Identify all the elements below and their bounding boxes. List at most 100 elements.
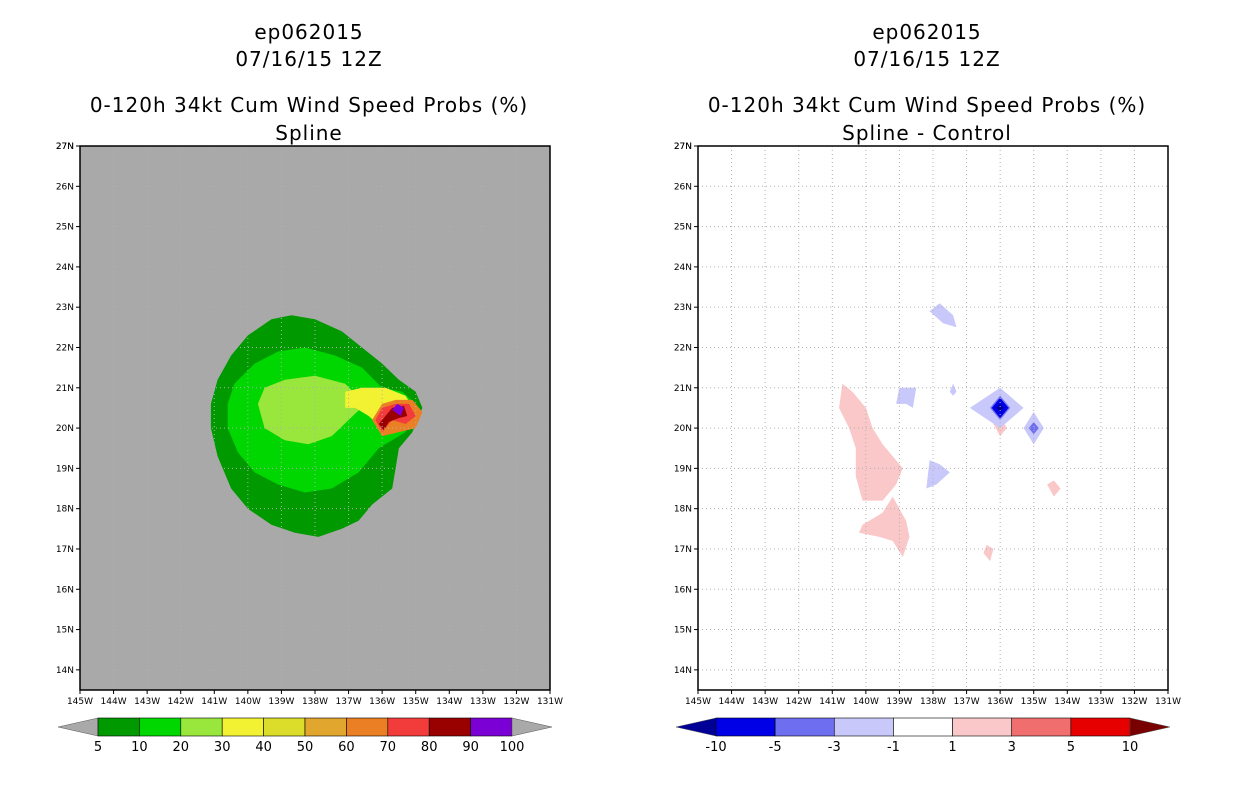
y-tick-label: 18N (56, 505, 74, 515)
y-tick-label: 25N (56, 223, 74, 233)
right-panel: ep062015 07/16/15 12Z 0-120h 34kt Cum Wi… (618, 0, 1236, 800)
y-tick-label: 26N (56, 182, 74, 192)
y-tick-label: 24N (674, 263, 692, 273)
colorbar-label: 40 (255, 740, 272, 755)
contour-region-neg10 (996, 403, 1004, 412)
colorbar-under-arrow (675, 717, 717, 737)
colorbar-label: -1 (887, 740, 900, 755)
x-tick-label: 131W (537, 697, 563, 707)
chart-title: 0-120h 34kt Cum Wind Speed Probs (%) (707, 93, 1147, 117)
y-tick-label: 14N (56, 666, 74, 676)
y-tick-label: 17N (674, 545, 692, 555)
colorbar-swatch (263, 717, 306, 737)
x-tick-label: 142W (168, 697, 194, 707)
contour-region-neg1 (949, 383, 957, 396)
contour-region-neg1 (896, 387, 917, 408)
case-id: ep062015 (254, 20, 364, 44)
colorbar-swatch (97, 717, 140, 737)
chart-title: 0-120h 34kt Cum Wind Speed Probs (%) (89, 93, 529, 117)
y-tick-label: 18N (674, 505, 692, 515)
y-tick-label: 21N (674, 384, 692, 394)
x-tick-label: 145W (685, 697, 711, 707)
colorbar-label: 90 (462, 740, 479, 755)
colorbar-swatch (428, 717, 471, 737)
y-tick-label: 25N (674, 223, 692, 233)
contour-region-20 (257, 375, 366, 445)
right-map: 145W 144W 143W 142W 141W 140W 139W 138W 137W 136W… (674, 142, 1181, 755)
colorbar-label: 5 (94, 740, 102, 755)
x-tick-label: 139W (268, 697, 294, 707)
colorbar-label: 3 (1008, 740, 1016, 755)
colorbar-swatch (1011, 717, 1072, 737)
y-tick-label: 16N (674, 585, 692, 595)
colorbar-over-arrow (511, 717, 553, 737)
colorbar-label: 60 (338, 740, 355, 755)
x-tick-label: 137W (954, 697, 980, 707)
x-tick-label: 143W (134, 697, 160, 707)
left-panel: ep062015 07/16/15 12Z 0-120h 34kt Cum Wi… (56, 20, 563, 755)
x-tick-label: 145W (67, 697, 93, 707)
chart-subtitle: Spline (275, 121, 343, 145)
colorbar-swatch (387, 717, 430, 737)
colorbar-swatch (774, 717, 835, 737)
x-tick-label: 144W (719, 697, 745, 707)
x-tick-label: 142W (786, 697, 812, 707)
y-tick-label: 19N (674, 464, 692, 474)
colorbar-swatch (1070, 717, 1131, 737)
x-tick-label: 141W (819, 697, 845, 707)
colorbar-label: 70 (380, 740, 397, 755)
colorbar-swatch (346, 717, 389, 737)
y-tick-label: 23N (56, 303, 74, 313)
x-tick-label: 134W (1054, 697, 1080, 707)
x-tick-label: 133W (1088, 697, 1114, 707)
colorbar-swatch (470, 717, 513, 737)
colorbar-over-arrow (1129, 717, 1171, 737)
case-id: ep062015 (872, 20, 982, 44)
y-tick-label: 27N (674, 142, 692, 152)
contour-region-1 (859, 496, 910, 557)
colorbar-swatch (833, 717, 894, 737)
contour-region-1 (839, 383, 903, 501)
x-tick-label: 131W (1155, 697, 1181, 707)
y-tick-label: 15N (56, 626, 74, 636)
x-tick-label: 134W (436, 697, 462, 707)
chart-subtitle: Spline - Control (842, 121, 1012, 145)
colorbar-label: 1 (948, 740, 956, 755)
x-tick-label: 143W (752, 697, 778, 707)
colorbar-label: -10 (705, 740, 726, 755)
colorbar-label: -3 (828, 740, 841, 755)
datetime: 07/16/15 12Z (235, 47, 383, 71)
x-tick-label: 132W (1121, 697, 1147, 707)
colorbar-swatch (304, 717, 347, 737)
x-tick-label: 138W (302, 697, 328, 707)
y-tick-label: 16N (56, 585, 74, 595)
x-tick-label: 135W (1021, 697, 1047, 707)
contour-region-neg1 (929, 303, 957, 328)
colorbar-label: 30 (214, 740, 231, 755)
colorbar-swatch (893, 717, 953, 737)
colorbar-label: 5 (1067, 740, 1075, 755)
colorbar-label: 10 (1122, 740, 1139, 755)
colorbar-label: 10 (131, 740, 148, 755)
colorbar-swatch (952, 717, 1013, 737)
contour-region-neg3 (1028, 422, 1039, 435)
x-tick-label: 140W (853, 697, 879, 707)
datetime: 07/16/15 12Z (853, 47, 1001, 71)
x-tick-label: 136W (369, 697, 395, 707)
y-tick-label: 17N (56, 545, 74, 555)
y-tick-label: 27N (674, 142, 692, 152)
contour-region-1 (1047, 480, 1061, 497)
y-tick-label: 23N (674, 303, 692, 313)
y-tick-label: 26N (674, 182, 692, 192)
x-tick-label: 138W (920, 697, 946, 707)
x-tick-label: 135W (403, 697, 429, 707)
x-tick-label: 140W (235, 697, 261, 707)
x-tick-label: 133W (470, 697, 496, 707)
colorbar-swatch (715, 717, 776, 737)
y-tick-label: 19N (56, 464, 74, 474)
y-tick-label: 27N (56, 142, 74, 152)
x-tick-label: 141W (201, 697, 227, 707)
y-tick-label: 22N (56, 343, 74, 353)
colorbar-label: 100 (500, 740, 525, 755)
colorbar-swatch (221, 717, 264, 737)
